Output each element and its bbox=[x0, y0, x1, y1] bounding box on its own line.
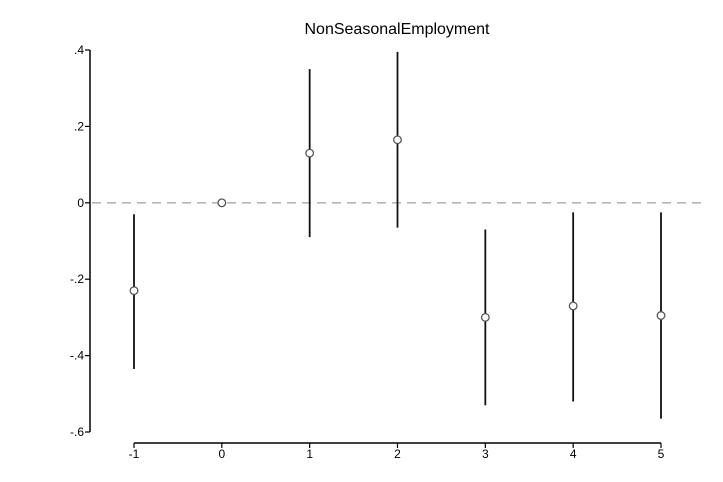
point-marker bbox=[393, 135, 402, 145]
y-axis-ticks: .4 .2 0 -.2 -.4 -.6 bbox=[70, 43, 90, 439]
chart-title: NonSeasonalEmployment bbox=[305, 21, 491, 38]
point-marker bbox=[305, 148, 315, 158]
y-tick-label: .4 bbox=[74, 43, 84, 57]
y-tick-label: .2 bbox=[74, 119, 84, 133]
x-tick-label: -1 bbox=[129, 447, 140, 461]
point-marker bbox=[656, 311, 666, 320]
y-tick-label: -.2 bbox=[70, 272, 84, 286]
x-tick-label: 2 bbox=[394, 447, 401, 461]
x-tick-label: 5 bbox=[658, 447, 665, 461]
y-tick-label: -.6 bbox=[70, 425, 84, 439]
y-tick-label: 0 bbox=[77, 196, 84, 210]
point-marker bbox=[129, 286, 139, 296]
x-tick-label: 1 bbox=[306, 447, 313, 461]
x-tick-label: 0 bbox=[218, 447, 225, 461]
confidence-intervals bbox=[133, 51, 662, 419]
point-marker bbox=[217, 198, 227, 208]
y-tick-label: -.4 bbox=[70, 349, 84, 363]
x-axis-ticks: -1 0 1 2 3 4 5 bbox=[129, 443, 665, 461]
point-marker bbox=[480, 312, 490, 322]
point-marker bbox=[568, 301, 578, 311]
point-estimates bbox=[129, 135, 666, 322]
x-tick-label: 4 bbox=[570, 447, 577, 461]
x-tick-label: 3 bbox=[482, 447, 489, 461]
